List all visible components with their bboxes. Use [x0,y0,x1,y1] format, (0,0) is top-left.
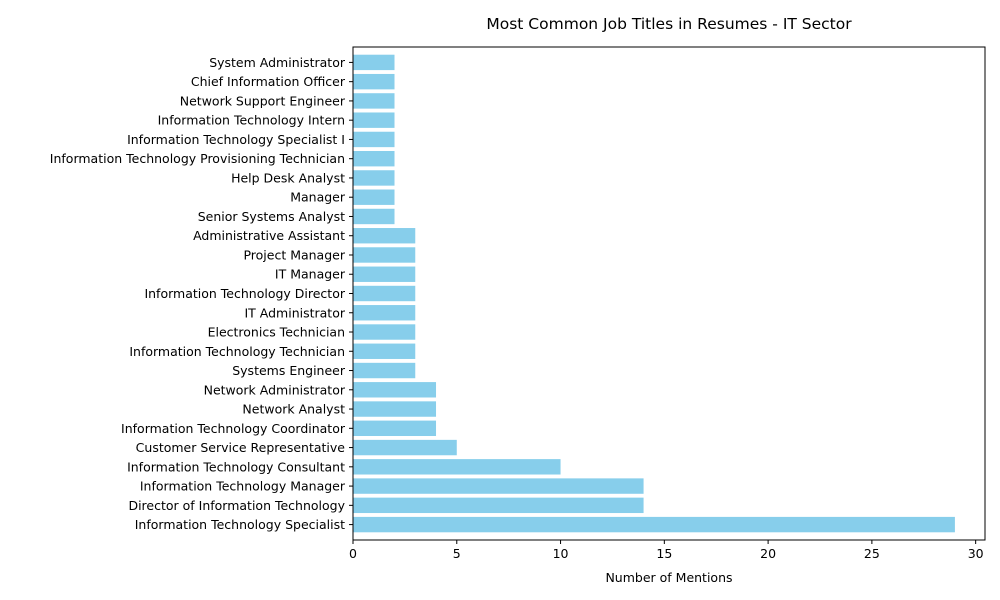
bar [353,73,395,90]
bar [353,54,395,71]
x-tick-label: 10 [553,546,569,561]
bar [353,208,395,225]
bar [353,362,416,379]
bar [353,324,416,340]
x-tick-label: 5 [453,546,461,561]
y-tick-label: Project Manager [243,247,345,262]
x-tick-label: 0 [349,546,357,561]
y-tick-label: Customer Service Representative [136,440,346,455]
y-tick-label: Information Technology Specialist [135,517,345,532]
x-tick-label: 15 [656,546,672,561]
bar [353,150,395,167]
bar [353,189,395,205]
x-axis-label: Number of Mentions [605,570,732,585]
y-tick-label: Information Technology Specialist I [127,132,345,147]
y-tick-label: Information Technology Provisioning Tech… [50,151,345,166]
bar [353,439,457,456]
bar [353,382,437,398]
bar [353,305,416,321]
y-tick-label: Administrative Assistant [193,228,345,243]
bar [353,228,416,244]
y-tick-label: Chief Information Officer [191,74,346,89]
y-tick-label: Electronics Technician [208,325,345,340]
y-tick-label: Information Technology Technician [129,344,345,359]
y-tick-label: Information Technology Intern [158,113,345,128]
bar [353,516,955,533]
bar [353,497,644,514]
y-tick-label: Information Technology Consultant [127,459,345,474]
y-tick-label: Information Technology Director [144,286,345,301]
y-tick-label: IT Manager [275,267,346,282]
bars-group [353,54,955,533]
y-tick-label: Director of Information Technology [128,498,345,513]
x-tick-label: 20 [760,546,776,561]
bar [353,112,395,128]
bar [353,266,416,282]
y-tick-label: Information Technology Coordinator [121,421,346,436]
chart-title: Most Common Job Titles in Resumes - IT S… [486,15,852,33]
y-axis-ticks: Information Technology Specialist Directo… [50,55,353,532]
y-tick-label: System Administrator [209,55,346,70]
bar [353,285,416,302]
y-tick-label: Manager [290,190,346,205]
bar [353,93,395,109]
y-tick-label: Information Technology Manager [140,479,346,494]
x-tick-label: 30 [968,546,984,561]
bar [353,478,644,494]
bar [353,131,395,148]
y-tick-label: IT Administrator [244,305,345,320]
bar [353,459,561,475]
y-tick-label: Network Administrator [204,382,346,397]
bar [353,401,437,417]
bar [353,170,395,186]
y-tick-label: Senior Systems Analyst [198,209,345,224]
y-tick-label: Network Support Engineer [180,93,346,108]
x-axis-ticks: 0 5 10 15 20 25 30 [349,540,984,561]
y-tick-label: Network Analyst [242,402,345,417]
x-tick-label: 25 [864,546,880,561]
bar [353,343,416,359]
plot-frame [352,46,986,541]
y-tick-label: Systems Engineer [232,363,346,378]
bar [353,420,437,437]
y-tick-label: Help Desk Analyst [231,170,345,185]
bar [353,247,416,263]
